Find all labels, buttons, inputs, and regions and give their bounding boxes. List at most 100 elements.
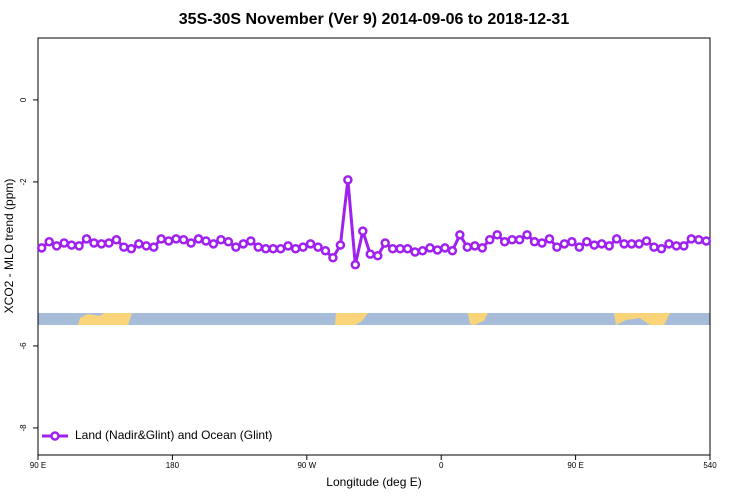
data-point xyxy=(574,242,585,252)
data-point xyxy=(246,236,256,246)
data-point xyxy=(223,237,234,247)
data-point xyxy=(679,241,689,251)
data-point xyxy=(283,241,293,251)
data-point xyxy=(156,234,166,244)
data-point xyxy=(440,243,450,253)
data-point xyxy=(313,242,323,252)
data-point xyxy=(484,234,495,245)
data-point xyxy=(529,237,540,247)
x-tick-label: 90 E xyxy=(567,461,583,470)
y-tick-label: -6 xyxy=(19,342,28,350)
legend-marker xyxy=(50,431,60,441)
data-point xyxy=(470,241,480,251)
data-point xyxy=(216,234,226,245)
x-axis-label: Longitude (deg E) xyxy=(326,475,421,489)
data-point xyxy=(559,239,570,249)
chart-title: 35S-30S November (Ver 9) 2014-09-06 to 2… xyxy=(179,11,570,28)
legend-label: Land (Nadir&Glint) and Ocean (Glint) xyxy=(75,428,272,442)
map-strip xyxy=(38,313,710,325)
data-point xyxy=(141,241,152,251)
data-point xyxy=(148,242,159,252)
data-point xyxy=(507,234,517,245)
data-point xyxy=(649,242,659,252)
data-point xyxy=(372,250,383,261)
land xyxy=(614,313,670,325)
x-tick-label: 90 W xyxy=(297,461,316,470)
land xyxy=(78,313,132,325)
data-point xyxy=(231,242,241,252)
data-point xyxy=(350,259,361,270)
y-tick-label: -8 xyxy=(19,424,28,432)
data-point xyxy=(358,226,368,236)
data-point xyxy=(44,237,54,247)
data-point xyxy=(410,247,420,257)
data-point xyxy=(656,244,667,254)
data-point xyxy=(641,236,652,246)
data-point xyxy=(611,234,622,244)
data-point xyxy=(59,238,69,248)
y-axis-label: XCO2 - MLO trend (ppm) xyxy=(2,179,16,314)
y-tick-label: -2 xyxy=(19,178,28,186)
data-point xyxy=(320,246,331,256)
data-point xyxy=(589,240,600,250)
y-tick-label: 0 xyxy=(19,97,28,102)
data-point xyxy=(305,239,316,249)
data-point xyxy=(96,239,107,249)
data-point xyxy=(686,234,697,244)
x-tick-label: 90 E xyxy=(30,461,46,470)
data-point xyxy=(462,242,473,252)
data-point xyxy=(544,234,555,244)
data-point xyxy=(253,242,264,252)
data-point xyxy=(417,246,428,256)
data-point xyxy=(104,238,114,248)
land xyxy=(468,313,488,325)
data-point xyxy=(298,242,308,252)
data-point xyxy=(208,239,219,249)
x-tick-label: 0 xyxy=(439,461,444,470)
data-point xyxy=(268,244,278,254)
data-point xyxy=(634,239,644,249)
data-point xyxy=(193,234,204,244)
data-point xyxy=(402,244,413,254)
data-point xyxy=(694,234,704,245)
data-point xyxy=(567,237,577,247)
data-point xyxy=(395,244,405,254)
data-point xyxy=(36,243,47,253)
data-point xyxy=(499,237,510,247)
land xyxy=(335,313,368,325)
ocean-strip xyxy=(38,313,710,325)
data-point xyxy=(119,242,129,252)
data-point xyxy=(126,244,137,254)
data-point xyxy=(701,236,712,246)
data-point xyxy=(365,249,376,259)
data-point xyxy=(522,230,532,240)
data-point xyxy=(260,244,271,254)
data-point xyxy=(186,238,196,248)
data-point xyxy=(290,244,301,254)
data-point xyxy=(671,241,682,251)
data-point xyxy=(380,238,390,248)
data-point xyxy=(66,240,77,250)
data-point xyxy=(163,236,174,246)
data-point xyxy=(111,234,122,245)
data-point xyxy=(425,243,435,253)
data-point xyxy=(596,239,607,249)
data-point xyxy=(335,240,346,250)
data-point xyxy=(74,241,84,251)
data-point xyxy=(201,236,211,246)
data-point xyxy=(328,253,338,263)
data-point xyxy=(178,234,189,245)
data-point xyxy=(447,246,458,256)
data-point xyxy=(514,234,525,245)
data-point xyxy=(582,237,592,247)
data-point xyxy=(343,175,353,185)
data-point xyxy=(387,244,398,254)
data-point xyxy=(455,230,465,240)
data-point xyxy=(81,234,92,244)
data-point xyxy=(537,238,547,248)
data-point xyxy=(89,238,99,248)
data-point xyxy=(664,239,674,249)
x-tick-label: 180 xyxy=(166,461,180,470)
data-point xyxy=(275,244,286,254)
